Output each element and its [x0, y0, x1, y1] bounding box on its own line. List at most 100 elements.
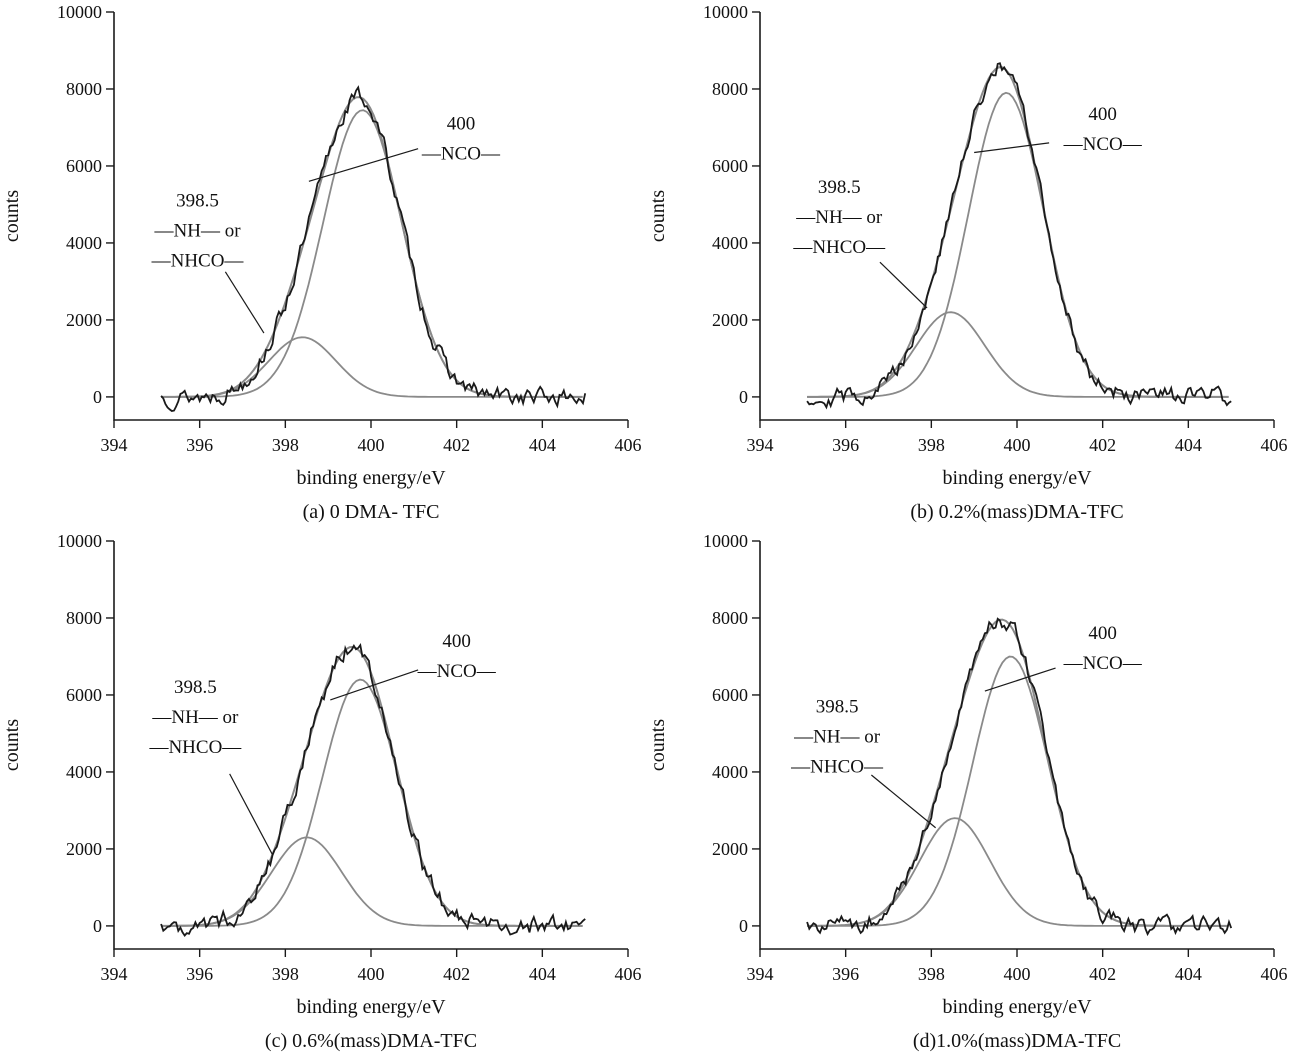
x-tick-label: 404	[1175, 435, 1202, 455]
x-axis-title: binding energy/eV	[296, 467, 446, 489]
x-tick-label: 402	[1089, 435, 1116, 455]
experimental-curve	[806, 62, 1232, 410]
y-tick-label: 10000	[57, 2, 102, 22]
fit-envelope-curve	[161, 96, 583, 398]
y-tick-label: 10000	[703, 2, 748, 22]
x-tick-label: 394	[101, 964, 128, 984]
x-tick-label: 400	[358, 964, 385, 984]
x-axis-title: binding energy/eV	[942, 467, 1092, 489]
y-tick-label: 8000	[712, 79, 748, 99]
x-tick-label: 398	[918, 964, 945, 984]
x-tick-label: 396	[832, 435, 859, 455]
x-tick-label: 400	[358, 435, 385, 455]
annotation-nh-line-1: —NH— or	[795, 207, 883, 228]
x-tick-label: 402	[443, 435, 470, 455]
fit-envelope-curve	[807, 66, 1229, 398]
y-tick-label: 6000	[712, 685, 748, 705]
annotation-nh-leader-line	[224, 271, 265, 334]
annotation-nco-line-0: 400	[1088, 623, 1117, 644]
x-tick-label: 398	[272, 435, 299, 455]
fit-peak-NH-NHCO-curve	[161, 336, 583, 398]
annotation-nh-leader-line	[229, 773, 274, 855]
y-tick-label: 8000	[66, 79, 102, 99]
annotation-nh-leader-line	[870, 774, 936, 829]
annotation-nco-line-1: —NCO—	[1063, 134, 1143, 155]
y-tick-label: 6000	[712, 156, 748, 176]
y-tick-label: 10000	[703, 531, 748, 551]
annotation-nco-leader-line	[308, 148, 419, 182]
y-tick-label: 4000	[66, 762, 102, 782]
annotation-nh-line-2: —NHCO—	[790, 756, 884, 777]
x-tick-label: 394	[747, 964, 774, 984]
x-tick-label: 404	[529, 964, 556, 984]
y-tick-label: 0	[739, 387, 748, 407]
panel-a-caption: (a) 0 DMA- TFC	[303, 501, 440, 523]
annotation-nh-line-1: —NH— or	[154, 220, 242, 241]
x-tick-label: 400	[1004, 964, 1031, 984]
annotation-nh-line-2: —NHCO—	[792, 237, 886, 258]
xps-plot-d: (d)1.0%(mass)DMA-TFC 0 2000 4000 6000 8000 10…	[647, 531, 1288, 1052]
y-tick-label: 0	[93, 387, 102, 407]
annotation-nh-leader-line	[879, 261, 928, 309]
axes	[113, 12, 628, 421]
fit-peak-NH-NHCO-curve	[807, 817, 1229, 927]
y-tick-label: 8000	[712, 608, 748, 628]
y-tick-label: 4000	[712, 762, 748, 782]
y-axis-title: counts	[1, 719, 23, 771]
x-tick-label: 394	[747, 435, 774, 455]
annotation-nco-line-1: —NCO—	[1063, 653, 1143, 674]
y-tick-label: 0	[739, 916, 748, 936]
xps-panel-b: (b) 0.2%(mass)DMA-TFC 0 2000 4000 6000 8000 1…	[646, 0, 1292, 529]
experimental-curve	[160, 643, 586, 937]
annotation-nh-line-0: 398.5	[176, 190, 219, 211]
x-tick-label: 398	[272, 964, 299, 984]
fit-peak-NH-NHCO-curve	[807, 311, 1229, 398]
x-axis-title: binding energy/eV	[296, 996, 446, 1018]
x-tick-label: 396	[832, 964, 859, 984]
panel-d-caption: (d)1.0%(mass)DMA-TFC	[913, 1030, 1121, 1052]
annotation-nh-line-0: 398.5	[174, 677, 217, 698]
experimental-curve	[806, 617, 1233, 937]
y-tick-label: 4000	[712, 233, 748, 253]
x-tick-label: 402	[1089, 964, 1116, 984]
xps-plot-b: (b) 0.2%(mass)DMA-TFC 0 2000 4000 6000 8000 1…	[647, 2, 1288, 523]
annotation-nco-line-1: —NCO—	[421, 143, 501, 164]
x-tick-label: 406	[615, 435, 642, 455]
y-tick-label: 6000	[66, 685, 102, 705]
experimental-curve	[160, 85, 587, 412]
x-tick-label: 404	[529, 435, 556, 455]
xps-panel-a: (a) 0 DMA- TFC 0 2000 4000 6000 8000 10000 394…	[0, 0, 646, 529]
xps-panel-d: (d)1.0%(mass)DMA-TFC 0 2000 4000 6000 8000 10…	[646, 529, 1292, 1058]
y-tick-label: 2000	[66, 310, 102, 330]
xps-plot-c: (c) 0.6%(mass)DMA-TFC 0 2000 4000 6000 8000 1…	[1, 531, 642, 1052]
annotation-nco-leader-line	[974, 142, 1050, 154]
annotation-nh-line-1: —NH— or	[151, 707, 239, 728]
annotation-nh-line-0: 398.5	[818, 177, 861, 198]
x-tick-label: 396	[186, 435, 213, 455]
y-tick-label: 0	[93, 916, 102, 936]
x-tick-label: 396	[186, 964, 213, 984]
x-tick-label: 406	[615, 964, 642, 984]
x-tick-label: 406	[1261, 964, 1288, 984]
annotation-nco-line-0: 400	[442, 631, 471, 652]
annotation-nh-line-0: 398.5	[816, 696, 859, 717]
annotation-nco-line-0: 400	[447, 113, 476, 134]
x-tick-label: 400	[1004, 435, 1031, 455]
annotation-nh-line-2: —NHCO—	[148, 737, 242, 758]
annotation-nco-line-1: —NCO—	[417, 661, 497, 682]
x-axis-title: binding energy/eV	[942, 996, 1092, 1018]
annotation-nco-leader-line	[984, 667, 1056, 692]
x-tick-label: 394	[101, 435, 128, 455]
x-tick-label: 398	[918, 435, 945, 455]
xps-panel-c: (c) 0.6%(mass)DMA-TFC 0 2000 4000 6000 8000 1…	[0, 529, 646, 1058]
x-tick-label: 402	[443, 964, 470, 984]
y-tick-label: 2000	[66, 839, 102, 859]
annotation-nh-line-2: —NHCO—	[151, 250, 245, 271]
y-axis-title: counts	[1, 190, 23, 242]
panel-c-caption: (c) 0.6%(mass)DMA-TFC	[265, 1030, 477, 1052]
panel-b-caption: (b) 0.2%(mass)DMA-TFC	[910, 501, 1123, 523]
fit-peak-NCO-curve	[807, 655, 1229, 927]
xps-plot-a: (a) 0 DMA- TFC 0 2000 4000 6000 8000 10000 394…	[1, 2, 642, 523]
y-axis-title: counts	[647, 719, 669, 771]
x-tick-label: 406	[1261, 435, 1288, 455]
